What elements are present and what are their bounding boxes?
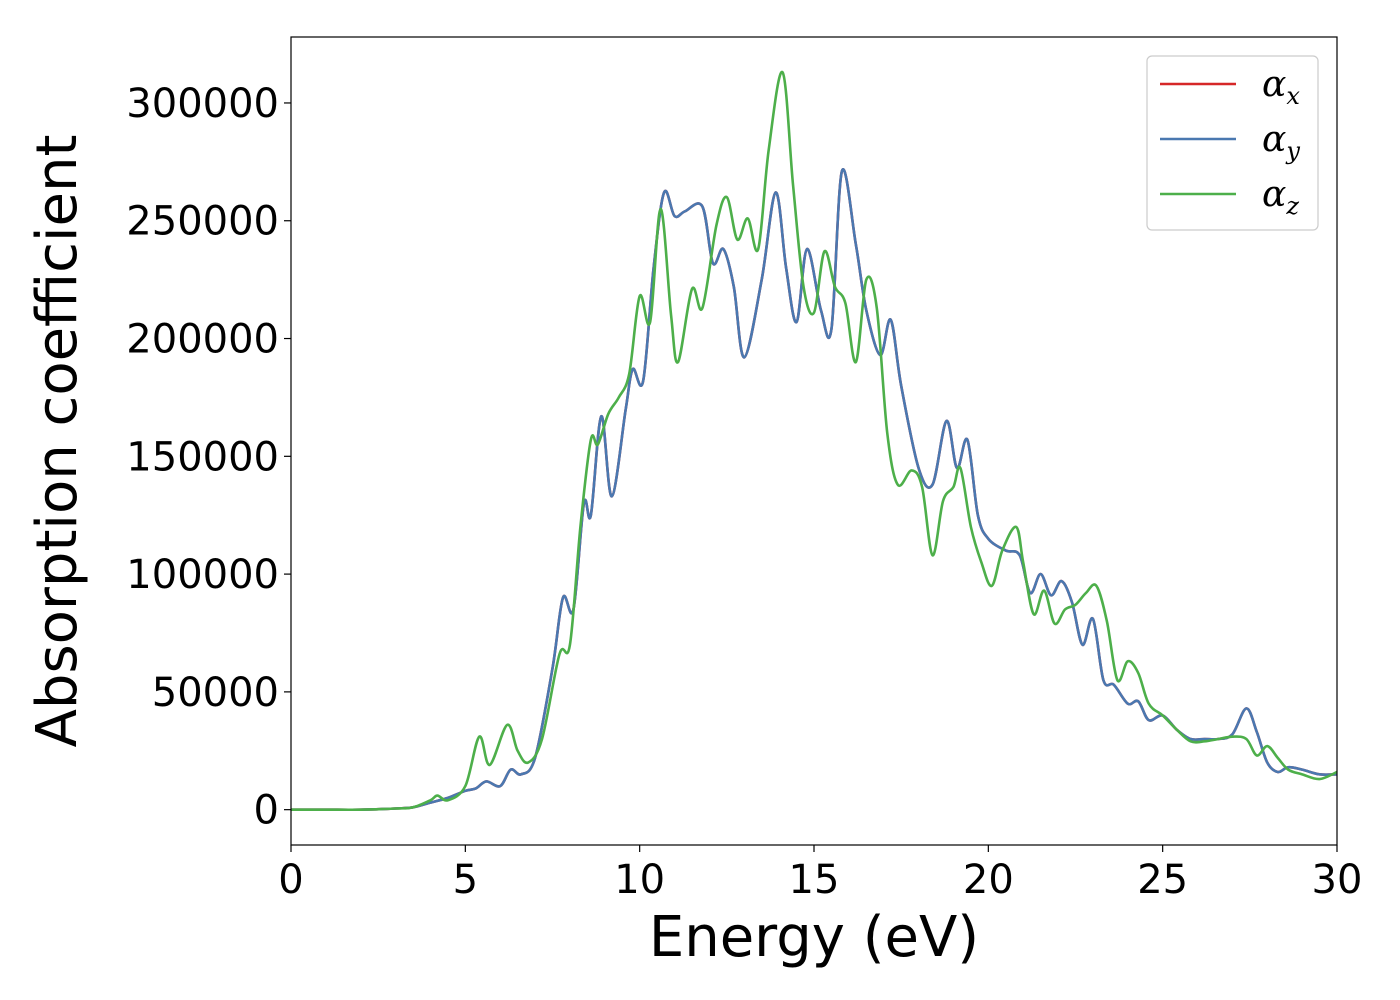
series-line-alpha-y (291, 167, 1337, 812)
x-axis: 0 5 10 15 20 25 30 (278, 845, 1362, 903)
y-tick-label: 100000 (126, 552, 279, 598)
y-axis: 0 50000 100000 150000 200000 250000 300000 (126, 81, 291, 834)
y-tick-label: 250000 (126, 199, 279, 245)
legend-frame (1146, 55, 1319, 231)
x-tick-label: 0 (278, 857, 303, 903)
legend-label-alpha-x: αx (1262, 64, 1300, 110)
x-axis-title: Energy (eV) (649, 905, 979, 970)
y-tick-label: 50000 (152, 670, 279, 716)
x-tick-label: 10 (614, 857, 665, 903)
y-tick-label: 0 (254, 788, 279, 834)
legend-label-sub: x (1286, 82, 1300, 110)
y-axis-title: Absorption coefficient (25, 135, 90, 748)
x-tick-label: 30 (1312, 857, 1363, 903)
series-line-alpha-z (291, 70, 1337, 812)
x-tick-label: 25 (1137, 857, 1188, 903)
x-tick-label: 20 (963, 857, 1014, 903)
y-tick-label: 300000 (126, 81, 279, 127)
x-tick-label: 15 (789, 857, 840, 903)
legend-label-sub: y (1285, 137, 1300, 165)
legend-label-base: α (1262, 119, 1286, 160)
x-tick-label: 5 (453, 857, 478, 903)
legend-label-base: α (1262, 64, 1286, 105)
series-layer (291, 70, 1337, 812)
legend-label-alpha-z: αz (1262, 174, 1299, 220)
y-tick-label: 150000 (126, 434, 279, 480)
y-tick-label: 200000 (126, 317, 279, 363)
legend-label-base: α (1262, 174, 1286, 215)
legend-label-sub: z (1285, 192, 1299, 220)
legend-label-alpha-y: αy (1262, 119, 1300, 165)
